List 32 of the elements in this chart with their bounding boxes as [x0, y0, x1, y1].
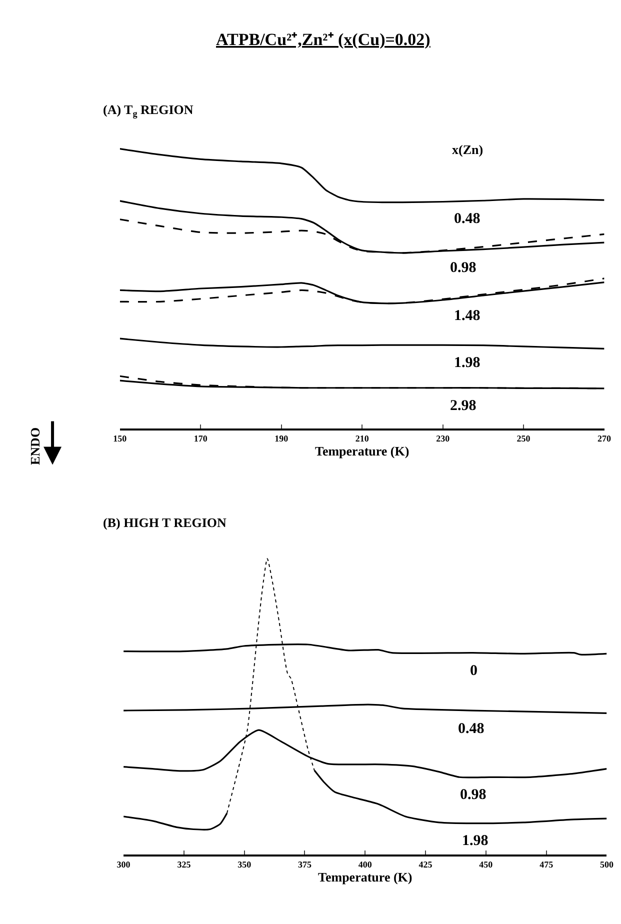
text: ENDO — [27, 427, 42, 465]
x-tick-label: 150 — [113, 434, 128, 444]
annotation: 0.98 — [450, 260, 476, 276]
annotation: 0.48 — [454, 211, 480, 227]
chart-subtitle: (A) T$_{g}$ REGION — [103, 102, 194, 119]
annotation: 0 — [470, 663, 478, 679]
x-tick-label: 450 — [479, 860, 494, 870]
x-tick-label: 500 — [600, 860, 614, 870]
x-tick-label: 210 — [355, 434, 370, 444]
chart-title: ATPB/Cu²⁺,Zn²⁺ (x(Cu)=0.02) — [216, 30, 430, 49]
x-tick-label: 250 — [516, 434, 531, 444]
annotation: 2.98 — [450, 398, 476, 414]
x-axis-title: Temperature (K) — [318, 870, 412, 885]
x-tick-label: 375 — [298, 860, 312, 870]
x-tick-label: 400 — [358, 860, 372, 870]
x-axis-title: Temperature (K) — [314, 444, 410, 459]
x-tick-label: 270 — [598, 434, 612, 444]
x-tick-label: 300 — [116, 860, 131, 870]
annotation: x(Zn) — [452, 142, 484, 157]
x-tick-label: 325 — [177, 860, 192, 870]
annotation: 1.98 — [454, 355, 480, 371]
x-tick-label: 425 — [418, 860, 433, 870]
x-tick-label: 190 — [274, 434, 289, 444]
x-tick-label: 170 — [194, 434, 208, 444]
x-tick-label: 350 — [238, 860, 252, 870]
annotation: 1.98 — [462, 833, 488, 849]
x-tick-label: 475 — [540, 860, 554, 870]
annotation: 1.48 — [454, 308, 480, 324]
annotation: 0.48 — [458, 721, 484, 737]
annotation: 0.98 — [460, 787, 486, 803]
chart-subtitle: (B) HIGH T REGION — [103, 515, 228, 530]
x-tick-label: 230 — [436, 434, 450, 444]
